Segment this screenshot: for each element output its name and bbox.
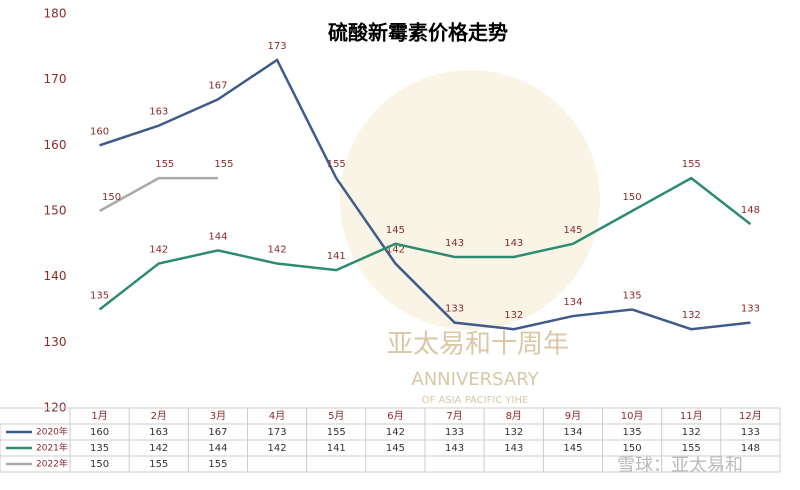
data-label: 163 bbox=[149, 107, 168, 118]
legend-label: 2020年 bbox=[36, 426, 68, 438]
x-tick-label: 9月 bbox=[565, 410, 581, 422]
y-tick-label: 180 bbox=[44, 7, 67, 21]
x-tick-label: 7月 bbox=[446, 410, 462, 422]
table-cell: 155 bbox=[327, 427, 346, 438]
legend-label: 2021年 bbox=[36, 442, 68, 454]
watermark: ANNIVERSARY bbox=[411, 369, 539, 390]
data-label: 143 bbox=[504, 238, 523, 249]
data-label: 173 bbox=[268, 41, 287, 52]
data-label: 141 bbox=[327, 251, 346, 262]
data-label: 135 bbox=[90, 291, 109, 302]
x-tick-label: 6月 bbox=[387, 410, 403, 422]
x-tick-label: 4月 bbox=[269, 410, 285, 422]
table-cell: 144 bbox=[208, 443, 227, 454]
x-tick-label: 8月 bbox=[506, 410, 522, 422]
data-label: 150 bbox=[623, 192, 642, 203]
table-cell: 148 bbox=[741, 443, 760, 454]
series-line bbox=[99, 58, 751, 331]
data-label: 142 bbox=[386, 245, 405, 256]
table-cell: 145 bbox=[386, 443, 405, 454]
table-cell: 142 bbox=[268, 443, 287, 454]
chart-title: 硫酸新霉素价格走势 bbox=[328, 21, 508, 45]
data-label: 142 bbox=[268, 245, 287, 256]
watermark: 亚太易和十周年 bbox=[387, 330, 569, 360]
data-label: 142 bbox=[149, 245, 168, 256]
x-tick-label: 11月 bbox=[680, 410, 703, 422]
data-label: 145 bbox=[386, 225, 405, 236]
table-cell: 163 bbox=[149, 427, 168, 438]
x-tick-label: 12月 bbox=[739, 410, 762, 422]
data-label: 148 bbox=[741, 205, 760, 216]
y-tick-label: 170 bbox=[44, 72, 67, 86]
table-cell: 132 bbox=[682, 427, 701, 438]
table-cell: 150 bbox=[90, 459, 109, 470]
x-tick-label: 5月 bbox=[328, 410, 344, 422]
table-cell: 142 bbox=[386, 427, 405, 438]
data-label: 167 bbox=[208, 80, 227, 91]
y-tick-label: 160 bbox=[44, 138, 67, 152]
data-label: 155 bbox=[327, 159, 346, 170]
watermark: OF ASIA PACIFIC YIHE bbox=[422, 395, 529, 406]
y-tick-label: 130 bbox=[44, 335, 67, 349]
y-tick-label: 140 bbox=[44, 269, 67, 283]
data-label: 132 bbox=[504, 310, 523, 321]
x-tick-label: 1月 bbox=[91, 410, 107, 422]
table-cell: 142 bbox=[149, 443, 168, 454]
watermark: 雪球：亚太易和 bbox=[617, 455, 743, 476]
table-cell: 133 bbox=[445, 427, 464, 438]
watermark-globe bbox=[340, 70, 600, 330]
table-cell: 167 bbox=[208, 427, 227, 438]
x-tick-label: 10月 bbox=[621, 410, 644, 422]
data-label: 150 bbox=[102, 192, 121, 203]
table-cell: 133 bbox=[741, 427, 760, 438]
data-label: 145 bbox=[563, 225, 582, 236]
legend-label: 2022年 bbox=[36, 458, 68, 470]
table-cell: 135 bbox=[623, 427, 642, 438]
x-tick-label: 3月 bbox=[210, 410, 226, 422]
data-label: 155 bbox=[214, 159, 233, 170]
data-label: 134 bbox=[563, 297, 582, 308]
data-label: 133 bbox=[741, 304, 760, 315]
table-cell: 135 bbox=[90, 443, 109, 454]
table-cell: 155 bbox=[149, 459, 168, 470]
table-cell: 143 bbox=[504, 443, 523, 454]
table-cell: 134 bbox=[563, 427, 582, 438]
table-cell: 141 bbox=[327, 443, 346, 454]
data-label: 135 bbox=[623, 291, 642, 302]
x-tick-label: 2月 bbox=[151, 410, 167, 422]
series-line bbox=[98, 176, 218, 213]
series-line bbox=[98, 176, 752, 311]
data-label: 144 bbox=[208, 231, 227, 242]
y-tick-label: 150 bbox=[44, 204, 67, 218]
data-label: 160 bbox=[90, 126, 109, 137]
table-cell: 150 bbox=[623, 443, 642, 454]
table-cell: 155 bbox=[208, 459, 227, 470]
data-label: 132 bbox=[682, 310, 701, 321]
table-cell: 143 bbox=[445, 443, 464, 454]
table-cell: 132 bbox=[504, 427, 523, 438]
table-cell: 145 bbox=[563, 443, 582, 454]
data-label: 155 bbox=[155, 159, 174, 170]
data-label: 155 bbox=[682, 159, 701, 170]
table-cell: 155 bbox=[682, 443, 701, 454]
table-cell: 160 bbox=[90, 427, 109, 438]
data-label: 143 bbox=[445, 238, 464, 249]
table-cell: 173 bbox=[268, 427, 287, 438]
data-label: 133 bbox=[445, 304, 464, 315]
